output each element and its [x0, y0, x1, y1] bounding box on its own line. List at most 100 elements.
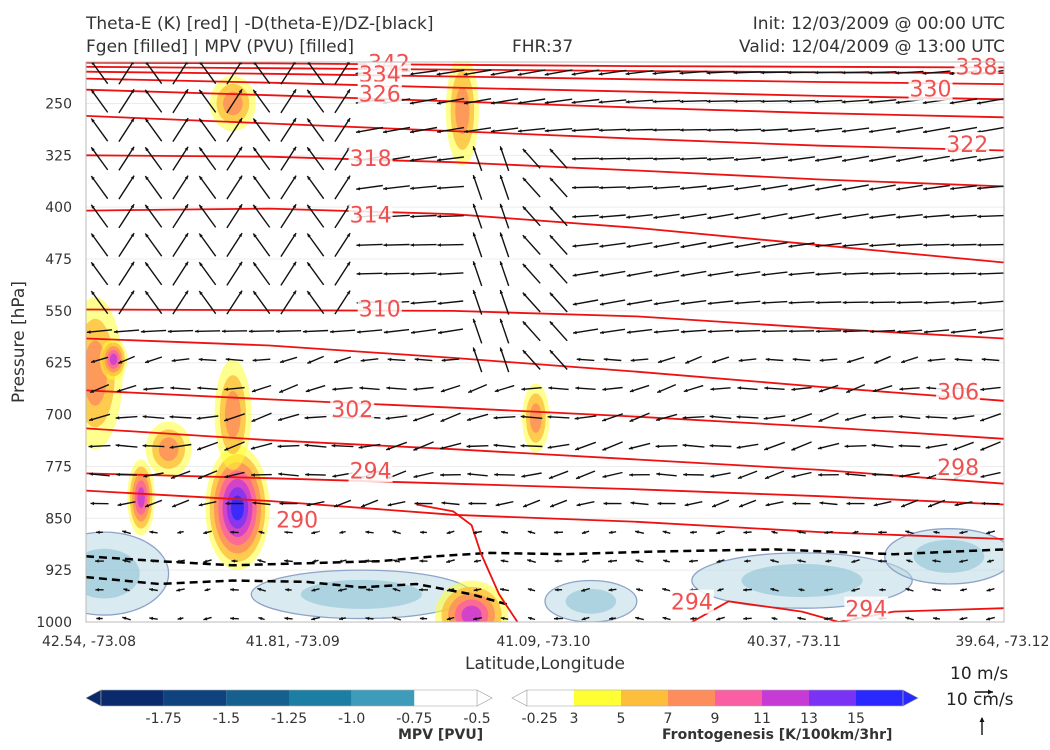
- theta-e-isentrope: [86, 70, 1004, 85]
- wind-arrow-head: [764, 447, 769, 451]
- wind-arrow-head: [630, 501, 635, 505]
- wind-arrow-head: [841, 129, 846, 133]
- wind-arrow-head: [630, 358, 635, 362]
- wind-arrow: [520, 444, 543, 448]
- wind-arrow-head: [419, 588, 423, 592]
- wind-arrow: [787, 71, 816, 74]
- wind-arrow-head: [980, 387, 985, 392]
- wind-arrow: [760, 100, 789, 103]
- wind-arrow-head: [815, 158, 819, 162]
- wind-arrow-head: [253, 89, 257, 94]
- mpv-tick-label: -0.5: [463, 711, 490, 727]
- mpv-colorbar-extend: [476, 689, 493, 707]
- wind-arrow-head: [898, 444, 903, 448]
- wind-arrow-head: [653, 244, 658, 249]
- wind-arrow: [549, 177, 568, 198]
- wind-arrow-head: [305, 472, 309, 477]
- wind-arrow: [653, 299, 680, 305]
- wind-arrow: [949, 126, 978, 133]
- wind-arrow-head: [710, 387, 715, 391]
- wind-arrow-head: [743, 588, 747, 592]
- x-tick-label: 41.09, -73.10: [496, 634, 590, 650]
- wind-arrow-head: [734, 273, 739, 277]
- wind-arrow: [436, 69, 465, 76]
- wind-arrow: [549, 263, 568, 284]
- wind-arrow-head: [923, 272, 928, 276]
- x-tick-label: 39.64, -73.12: [955, 634, 1049, 650]
- wind-arrow: [598, 128, 627, 132]
- wind-arrow: [306, 290, 325, 315]
- wind-arrow: [358, 443, 381, 449]
- wind-arrow-head: [815, 300, 820, 305]
- wind-arrow-head: [980, 418, 985, 422]
- wind-arrow-head: [437, 243, 441, 247]
- wind-arrow: [626, 328, 653, 334]
- wind-arrow-head: [253, 176, 257, 180]
- wind-arrow: [472, 289, 483, 315]
- valid-time: Valid: 12/04/2009 @ 13:00 UTC: [739, 37, 1005, 57]
- wind-arrow-head: [842, 272, 847, 276]
- wind-arrow-head: [582, 559, 586, 563]
- wind-arrow: [356, 184, 383, 190]
- wind-arrow-head: [383, 186, 387, 191]
- wind-arrow-head: [896, 243, 901, 248]
- wind-arrow-head: [304, 416, 309, 420]
- theta-e-label-bg: [936, 379, 981, 404]
- wind-arrow: [280, 146, 297, 171]
- wind-arrow-head: [468, 501, 473, 506]
- wind-arrow-head: [199, 147, 203, 152]
- wind-arrow-head: [304, 443, 309, 448]
- y-axis-title: Pressure [hPa]: [9, 281, 29, 403]
- theta-e-isentrope: [86, 389, 1004, 440]
- wind-arrow: [307, 62, 325, 85]
- wind-arrow: [472, 318, 483, 344]
- wind-arrow-head: [346, 175, 351, 180]
- theta-e-isentrope: [86, 207, 1004, 264]
- wind-reference-arrowhead: [988, 689, 993, 695]
- wind-arrow-head: [657, 389, 662, 393]
- wind-arrow: [252, 175, 271, 200]
- wind-arrow-head: [184, 233, 189, 237]
- wind-arrow: [950, 272, 977, 275]
- plot-frame: [85, 61, 1005, 623]
- wind-arrow-head: [549, 263, 554, 268]
- wind-arrow-head: [549, 206, 554, 211]
- mpv-colorbar-extend: [85, 689, 102, 707]
- dthetae-dz-contour: [86, 575, 509, 606]
- fgen-tick-label: 9: [711, 711, 720, 727]
- wind-arrow-head: [392, 530, 397, 534]
- wind-arrow-head: [91, 204, 95, 209]
- wind-arrow: [144, 118, 163, 142]
- wind-arrow-head: [346, 261, 351, 266]
- wind-arrow: [194, 330, 221, 333]
- wind-arrow-head: [814, 129, 819, 133]
- wind-arrow-head: [548, 386, 553, 390]
- wind-arrow: [356, 272, 383, 275]
- wind-arrow-head: [86, 330, 91, 334]
- wind-arrow: [977, 243, 1004, 246]
- wind-arrow: [334, 232, 351, 257]
- wind-arrow-head: [199, 204, 203, 209]
- wind-arrow-head: [307, 118, 311, 123]
- wind-arrow-head: [225, 501, 230, 506]
- wind-arrow-head: [517, 101, 522, 105]
- wind-arrow: [90, 204, 109, 228]
- wind-arrow-head: [923, 243, 928, 247]
- wind-arrow: [626, 299, 653, 306]
- wind-arrow-head: [521, 474, 526, 478]
- wind-arrow: [144, 89, 163, 113]
- wind-arrow: [571, 157, 600, 160]
- wind-arrow-head: [797, 530, 802, 534]
- wind-arrow: [463, 69, 492, 76]
- theta-e-label: 322: [946, 133, 988, 158]
- wind-arrow-head: [130, 204, 135, 209]
- wind-arrow-head: [292, 89, 297, 94]
- wind-arrow-head: [184, 62, 188, 65]
- wind-arrow-head: [652, 128, 657, 132]
- wind-arrow-head: [499, 261, 504, 266]
- wind-arrow: [90, 175, 109, 200]
- wind-arrow-head: [599, 273, 604, 277]
- wind-arrow: [248, 330, 275, 333]
- wind-arrow-head: [361, 503, 366, 508]
- wind-arrow-head: [116, 472, 120, 477]
